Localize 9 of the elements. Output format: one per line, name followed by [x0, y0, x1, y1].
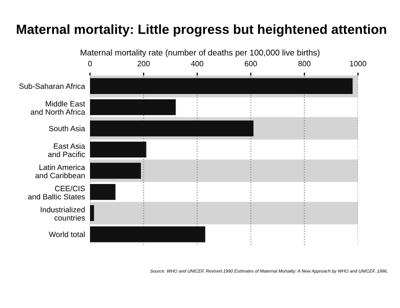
bar: [90, 142, 146, 158]
bar: [90, 99, 176, 116]
bar: [90, 120, 254, 136]
bar: [90, 184, 116, 200]
bar: [90, 205, 94, 222]
bar: [90, 162, 141, 179]
chart-title: Maternal mortality: Little progress but heightened attention: [16, 24, 386, 37]
chart-subtitle: Maternal mortality rate (number of deaths per 100,000 live births): [80, 49, 320, 58]
bar: [90, 226, 206, 242]
